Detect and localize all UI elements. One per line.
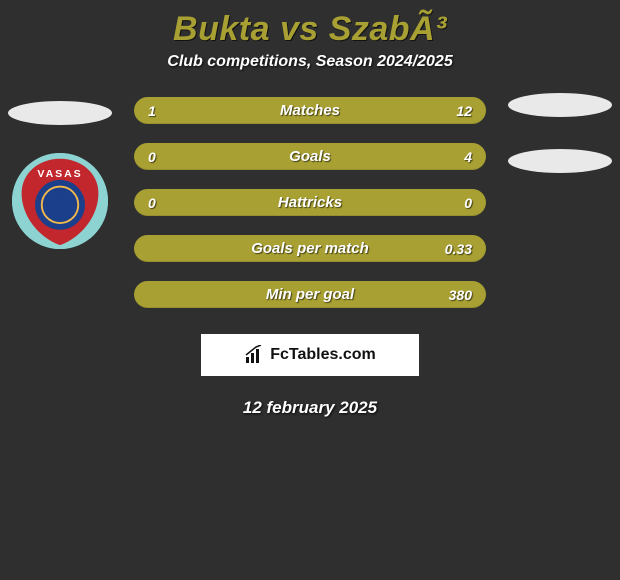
stat-label: Hattricks [134, 194, 486, 211]
stat-right-value: 0 [464, 195, 472, 211]
stat-right-value: 0.33 [445, 241, 472, 257]
right-player-avatar-placeholder [508, 93, 612, 117]
stat-right-value: 4 [464, 149, 472, 165]
bar-chart-icon [244, 345, 264, 365]
stat-row-hattricks: 0 Hattricks 0 [134, 189, 486, 216]
left-player-column: VASAS [0, 97, 120, 308]
infographic-root: Bukta vs SzabÃ³ Club competitions, Seaso… [0, 0, 620, 418]
stat-row-matches: 1 Matches 12 [134, 97, 486, 124]
stat-label: Matches [134, 102, 486, 119]
branding-badge: FcTables.com [201, 334, 419, 376]
stat-left-value: 0 [148, 149, 156, 165]
season-subtitle: Club competitions, Season 2024/2025 [0, 53, 620, 97]
vasas-logo-icon: VASAS [12, 153, 108, 249]
stat-left-value: 1 [148, 103, 156, 119]
main-comparison-area: VASAS 1 Matches 12 0 Goals 4 0 Hattricks [0, 97, 620, 326]
right-club-logo-placeholder [508, 149, 612, 173]
stat-label: Goals [134, 148, 486, 165]
stat-right-value: 12 [456, 103, 472, 119]
stat-row-goals: 0 Goals 4 [134, 143, 486, 170]
stat-right-value: 380 [449, 287, 472, 303]
stats-table: 1 Matches 12 0 Goals 4 0 Hattricks 0 Goa… [134, 97, 486, 308]
svg-text:VASAS: VASAS [37, 168, 82, 180]
left-club-logo: VASAS [12, 153, 108, 249]
stat-row-goals-per-match: Goals per match 0.33 [134, 235, 486, 262]
comparison-title: Bukta vs SzabÃ³ [0, 4, 620, 53]
date-text: 12 february 2025 [0, 398, 620, 418]
branding-text: FcTables.com [270, 346, 376, 364]
stat-left-value: 0 [148, 195, 156, 211]
stat-row-min-per-goal: Min per goal 380 [134, 281, 486, 308]
stat-label: Goals per match [134, 240, 486, 257]
right-player-column [500, 93, 620, 308]
stat-label: Min per goal [134, 286, 486, 303]
left-player-avatar-placeholder [8, 101, 112, 125]
